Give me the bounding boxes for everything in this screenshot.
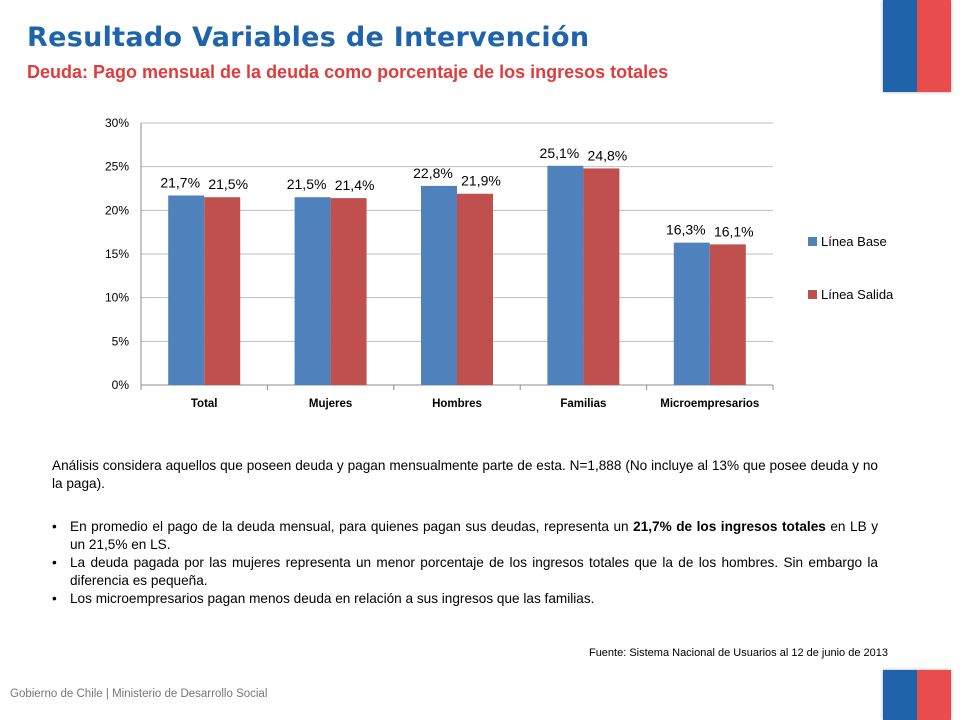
data-label: 21,4% — [335, 177, 375, 193]
flag-red-stripe — [917, 0, 951, 92]
data-label: 21,7% — [160, 174, 200, 190]
x-tick-label: Mujeres — [309, 398, 352, 410]
x-tick-label: Total — [191, 398, 218, 410]
footer-text: Gobierno de Chile | Ministerio de Desarr… — [10, 688, 268, 700]
bar — [204, 197, 241, 385]
y-tick-label: 15% — [105, 247, 129, 261]
y-tick-label: 5% — [112, 334, 130, 348]
findings-list: En promedio el pago de la deuda mensual,… — [52, 518, 878, 608]
finding-item: En promedio el pago de la deuda mensual,… — [52, 518, 878, 554]
bar — [709, 244, 746, 385]
data-label: 22,8% — [413, 165, 453, 181]
data-label: 16,1% — [714, 223, 754, 239]
finding-highlight: 21,7% de los ingresos totales — [633, 519, 826, 534]
legend-label: Línea Salida — [821, 287, 894, 302]
flag-blue-stripe — [883, 670, 917, 720]
bar — [330, 198, 367, 385]
data-label: 25,1% — [540, 145, 580, 161]
y-tick-label: 20% — [105, 203, 129, 217]
finding-text: en LB y un 21,5% en LS. — [70, 519, 878, 552]
data-label: 21,5% — [287, 176, 327, 192]
legend-label: Línea Base — [821, 234, 887, 249]
bar — [421, 185, 457, 385]
chile-flag-logo-bottom — [883, 670, 951, 720]
y-tick-label: 10% — [105, 291, 129, 305]
data-label: 21,5% — [208, 176, 248, 192]
bar — [294, 197, 331, 385]
x-tick-label: Microempresarios — [660, 398, 759, 410]
data-label: 16,3% — [666, 222, 706, 238]
finding-item: La deuda pagada por las mujeres represen… — [52, 554, 878, 590]
chile-flag-logo-top — [883, 0, 951, 92]
page-subtitle: Deuda: Pago mensual de la deuda como por… — [27, 62, 669, 82]
data-label: 21,9% — [461, 173, 501, 189]
data-label: 24,8% — [588, 147, 628, 163]
legend-swatch — [808, 237, 817, 246]
source-note: Fuente: Sistema Nacional de Usuarios al … — [588, 647, 888, 659]
x-tick-label: Familias — [560, 398, 606, 410]
y-tick-label: 0% — [112, 378, 130, 392]
page-title: Resultado Variables de Intervención — [27, 22, 590, 53]
flag-blue-stripe — [883, 0, 917, 92]
finding-item: Los microempresarios pagan menos deuda e… — [52, 590, 878, 608]
y-tick-label: 30% — [105, 116, 129, 130]
bar — [583, 168, 620, 385]
legend-swatch — [808, 290, 817, 299]
flag-red-stripe — [917, 670, 951, 720]
bar-chart: 0% 5% 10% 15% 20% 25% 30% Total Mujeres Hombres Fa… — [105, 116, 894, 410]
bar — [547, 165, 584, 385]
bar — [457, 193, 493, 385]
finding-text: En promedio el pago de la deuda mensual,… — [70, 519, 634, 534]
analysis-note: Análisis considera aquellos que poseen d… — [52, 458, 878, 491]
y-tick-label: 25% — [105, 160, 129, 174]
x-tick-label: Hombres — [432, 398, 482, 410]
bar — [168, 195, 205, 385]
bar — [673, 242, 710, 385]
